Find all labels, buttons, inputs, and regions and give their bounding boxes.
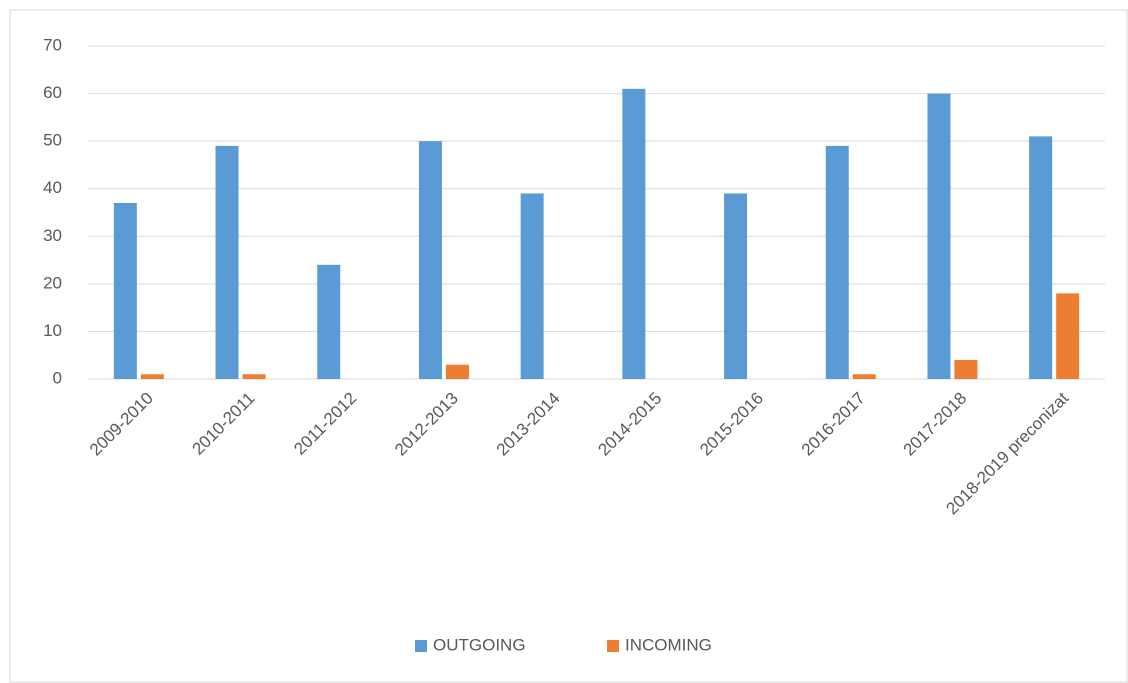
bar: [418, 141, 442, 379]
chart-frame: [9, 9, 1128, 683]
bar: [825, 145, 849, 379]
bar: [215, 145, 239, 379]
bar: [852, 374, 876, 379]
bar: [113, 202, 137, 379]
y-tick-label: 40: [43, 178, 62, 197]
y-tick-label: 50: [43, 131, 62, 150]
bar: [954, 359, 978, 379]
y-tick-label: 60: [43, 83, 62, 102]
bar: [317, 264, 341, 379]
bar: [724, 193, 748, 379]
bar: [622, 88, 646, 380]
y-tick-label: 70: [43, 35, 62, 54]
bar: [927, 93, 951, 380]
bar: [1056, 293, 1080, 379]
y-tick-label: 20: [43, 273, 62, 292]
bar: [140, 374, 164, 379]
legend-label: OUTGOING: [433, 635, 526, 654]
y-tick-label: 10: [43, 321, 62, 340]
bar: [1029, 136, 1053, 379]
y-tick-label: 0: [53, 368, 62, 387]
bar: [445, 364, 469, 379]
y-tick-label: 30: [43, 226, 62, 245]
legend-swatch: [415, 640, 427, 652]
bar: [242, 374, 266, 379]
legend-swatch: [607, 640, 619, 652]
legend-label: INCOMING: [625, 635, 712, 654]
bar: [520, 193, 544, 379]
